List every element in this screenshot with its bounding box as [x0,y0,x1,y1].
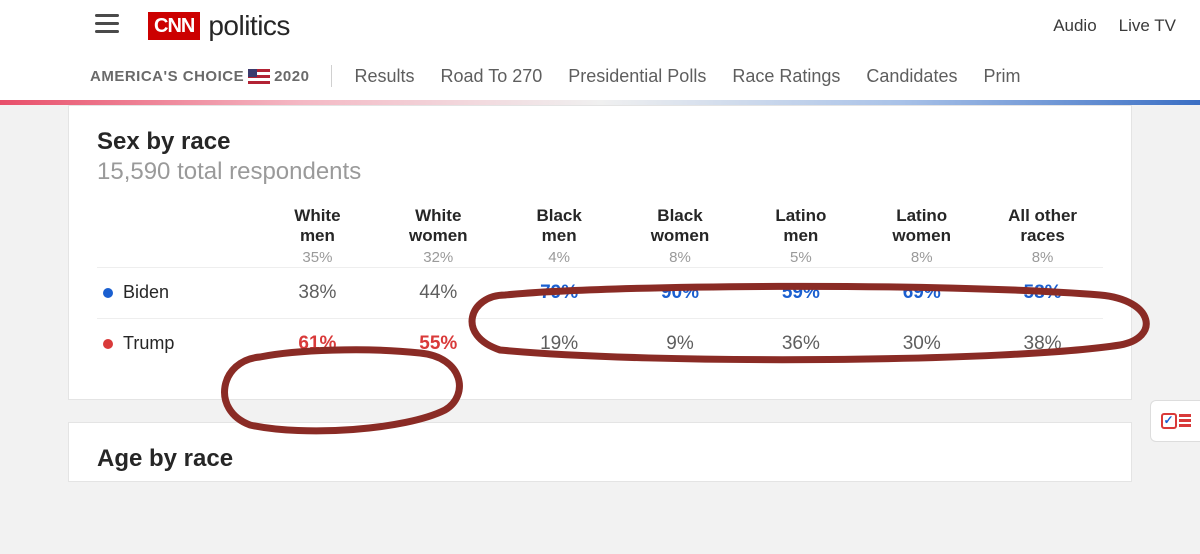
subnav-polls[interactable]: Presidential Polls [568,66,706,87]
cell: 55% [378,333,499,355]
table-row-trump: Trump 61% 55% 19% 9% 36% 30% 38% [97,318,1103,369]
candidate-label-trump: Trump [97,333,257,354]
checkbox-icon [1161,413,1177,429]
flag-stripes-icon [1179,414,1191,428]
cell: 59% [740,282,861,304]
table-header-row: Whitemen 35% Whitewomen 32% Blackmen 4% … [97,206,1103,267]
subnav-primaries[interactable]: Prim [983,66,1020,87]
subnav-results[interactable]: Results [354,66,414,87]
americas-choice-tagline: AMERICA'S CHOICE 2020 [90,68,309,85]
table-row-biden: Biden 38% 44% 79% 90% 59% 69% 58% [97,267,1103,318]
cell: 58% [982,282,1103,304]
exit-poll-table: Whitemen 35% Whitewomen 32% Blackmen 4% … [97,206,1103,369]
exit-poll-card-sex-by-race: Sex by race 15,590 total respondents Whi… [68,105,1132,400]
subnav-links: Results Road To 270 Presidential Polls R… [354,66,1020,87]
col-all-other: All otherraces 8% [982,206,1103,267]
cell: 30% [861,333,982,355]
col-latino-women: Latinowomen 8% [861,206,982,267]
cell: 36% [740,333,861,355]
cnn-logo[interactable]: CNN [148,12,200,40]
top-header: CNN politics Audio Live TV [0,0,1200,52]
subnav-road-to-270[interactable]: Road To 270 [440,66,542,87]
section-title[interactable]: politics [208,10,290,42]
us-flag-icon [248,69,270,84]
exit-poll-card-age-by-race: Age by race [68,422,1132,482]
col-white-men: Whitemen 35% [257,206,378,267]
cell: 90% [620,282,741,304]
card-title: Sex by race [97,128,1103,156]
cell: 79% [499,282,620,304]
cell: 38% [982,333,1103,355]
subnav-race-ratings[interactable]: Race Ratings [732,66,840,87]
divider [331,65,332,87]
election-subnav: AMERICA'S CHOICE 2020 Results Road To 27… [0,52,1200,100]
menu-icon[interactable] [95,14,119,33]
cell: 9% [620,333,741,355]
page-body: Sex by race 15,590 total respondents Whi… [0,105,1200,482]
dot-icon [103,288,113,298]
cell: 69% [861,282,982,304]
cell: 44% [378,282,499,304]
cell: 19% [499,333,620,355]
col-black-men: Blackmen 4% [499,206,620,267]
col-black-women: Blackwomen 8% [620,206,741,267]
follow-races-button[interactable] [1150,400,1200,442]
card-title: Age by race [97,445,1103,473]
dot-icon [103,339,113,349]
candidate-label-biden: Biden [97,282,257,303]
top-right-links: Audio Live TV [1053,16,1176,36]
audio-link[interactable]: Audio [1053,16,1096,36]
card-subtitle: 15,590 total respondents [97,158,1103,186]
cell: 61% [257,333,378,355]
col-latino-men: Latinomen 5% [740,206,861,267]
col-white-women: Whitewomen 32% [378,206,499,267]
live-tv-link[interactable]: Live TV [1119,16,1176,36]
cell: 38% [257,282,378,304]
subnav-candidates[interactable]: Candidates [866,66,957,87]
